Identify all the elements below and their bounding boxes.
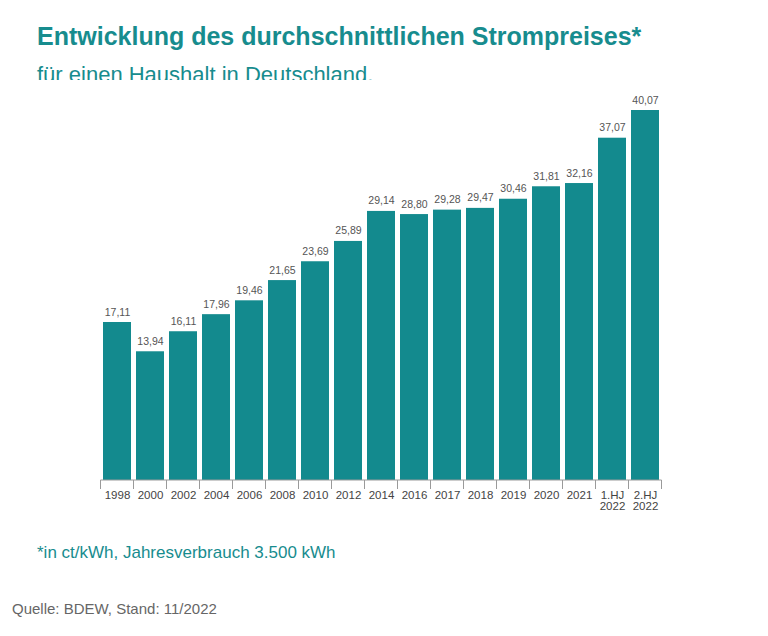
svg-text:23,69: 23,69	[302, 245, 328, 257]
svg-text:2017: 2017	[435, 489, 461, 501]
svg-text:2012: 2012	[336, 489, 362, 501]
html-text:*in ct/kWh, Jahresverbrauch 3.: *in ct/kWh, Jahresverbrauch 3.500 kWh	[37, 543, 336, 562]
svg-text:2016: 2016	[402, 489, 428, 501]
svg-text:29,28: 29,28	[434, 193, 460, 205]
svg-text:17,96: 17,96	[203, 298, 229, 310]
svg-text:1.HJ2022: 1.HJ2022	[600, 489, 626, 513]
svg-text:1998: 1998	[105, 489, 131, 501]
svg-text:21,65: 21,65	[269, 264, 295, 276]
svg-text:29,47: 29,47	[467, 191, 493, 203]
svg-text:2008: 2008	[270, 489, 296, 501]
svg-text:2004: 2004	[204, 489, 230, 501]
svg-text:2020: 2020	[534, 489, 560, 501]
svg-text:2.HJ2022: 2.HJ2022	[633, 489, 659, 513]
html-text:für einen Haushalt in Deutschl: für einen Haushalt in Deutschland.	[37, 62, 374, 87]
svg-text:17,11: 17,11	[105, 306, 131, 318]
svg-text:32,16: 32,16	[566, 167, 592, 179]
svg-text:37,07: 37,07	[599, 121, 625, 133]
svg-text:19,46: 19,46	[236, 284, 262, 296]
svg-text:2006: 2006	[237, 489, 263, 501]
svg-text:28,80: 28,80	[401, 198, 427, 210]
svg-text:30,46: 30,46	[500, 182, 526, 194]
svg-text:2021: 2021	[567, 489, 593, 501]
html-text:Quelle: BDEW, Stand: 11/2022: Quelle: BDEW, Stand: 11/2022	[12, 600, 217, 617]
svg-text:29,14: 29,14	[368, 194, 394, 206]
svg-text:2018: 2018	[468, 489, 494, 501]
svg-text:13,94: 13,94	[137, 335, 163, 347]
svg-text:31,81: 31,81	[533, 170, 559, 182]
svg-text:40,07: 40,07	[632, 94, 658, 106]
svg-text:16,11: 16,11	[171, 315, 197, 327]
svg-text:2010: 2010	[303, 489, 329, 501]
svg-text:2014: 2014	[369, 489, 395, 501]
svg-text:2019: 2019	[501, 489, 527, 501]
svg-text:2002: 2002	[171, 489, 197, 501]
svg-text:2000: 2000	[138, 489, 164, 501]
svg-text:25,89: 25,89	[335, 224, 361, 236]
html-text:Entwicklung des durchschnittli: Entwicklung des durchschnittlichen Strom…	[37, 22, 642, 50]
